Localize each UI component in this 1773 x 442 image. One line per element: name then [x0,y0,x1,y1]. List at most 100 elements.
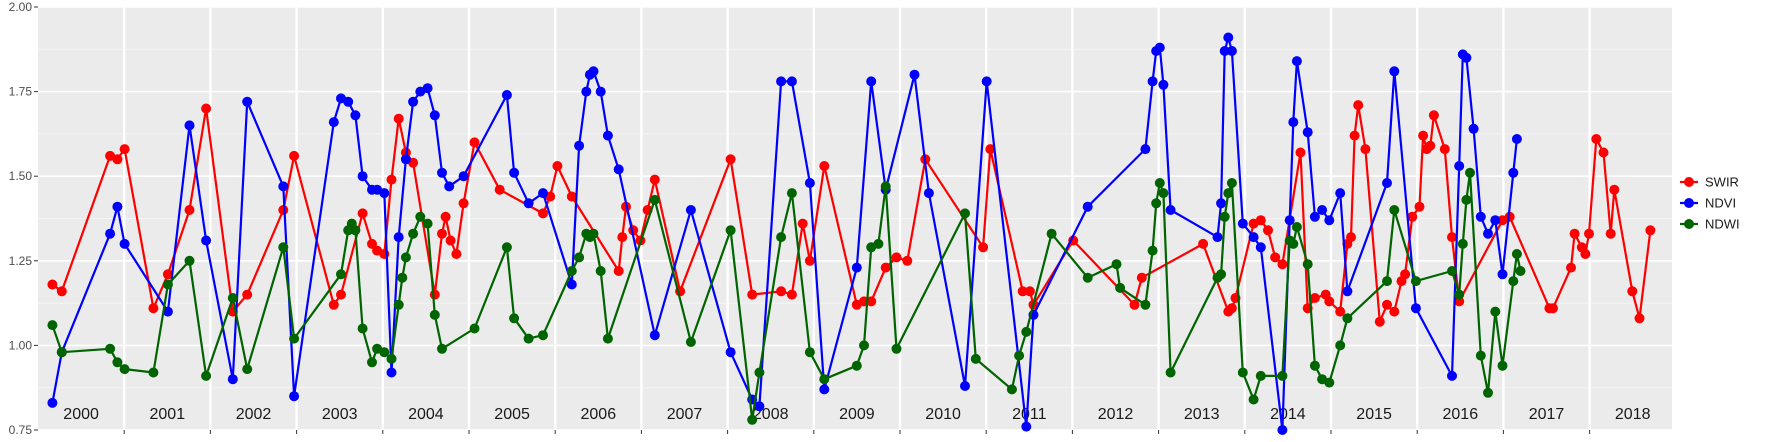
data-point-ndwi [1335,340,1346,351]
y-tick-label: 1.75 [9,85,33,99]
data-point-ndwi [1165,367,1176,378]
data-point-swir [891,252,902,263]
data-point-ndvi [1158,79,1169,90]
data-point-ndwi [1490,306,1501,317]
data-point-swir [386,174,397,185]
data-point-swir [1349,130,1360,141]
data-point-ndvi [289,391,300,402]
data-point-swir [201,103,212,114]
data-point-ndwi [1140,299,1151,310]
data-point-ndvi [501,90,512,100]
data-point-ndwi [1291,222,1302,232]
data-point-ndwi [1046,228,1057,239]
data-point-swir [1353,100,1364,111]
data-point-ndvi [523,198,534,209]
data-point-ndvi [1147,76,1158,87]
data-point-swir [1389,306,1400,317]
data-point-ndvi [595,86,606,97]
data-point-ndwi [1021,326,1032,337]
data-point-swir [1263,225,1273,236]
data-point-ndwi [1389,205,1400,215]
data-point-swir [112,154,123,165]
data-point-swir [1374,316,1385,327]
data-point-ndvi [1497,269,1508,280]
data-point-swir [1309,293,1320,303]
data-point-ndwi [1147,245,1158,256]
data-point-swir [1605,228,1616,239]
data-point-ndwi [851,360,862,371]
data-point-ndvi [1508,167,1519,178]
data-point-swir [289,150,300,161]
data-point-ndvi [444,181,455,192]
data-point-ndvi [422,83,433,94]
data-point-ndvi [227,374,238,385]
data-point-ndvi [1309,211,1320,222]
data-point-ndvi [1248,232,1259,243]
data-point-swir [437,228,447,239]
year-label: 2002 [236,406,272,423]
legend-key-point [1684,177,1694,187]
data-point-ndwi [1497,360,1508,371]
data-point-ndwi [566,266,577,276]
data-point-ndvi [184,120,195,131]
data-point-ndwi [422,218,433,229]
data-point-ndwi [1475,350,1486,361]
y-tick-label: 1.25 [9,254,33,268]
data-point-ndwi [397,272,408,283]
series [47,32,1656,435]
year-label: 2011 [1012,406,1047,423]
data-point-swir [494,184,505,195]
data-point-ndwi [469,323,480,334]
data-point-ndvi [981,76,992,87]
data-point-ndvi [819,384,830,395]
data-point-swir [1414,201,1425,212]
data-point-ndvi [162,306,173,317]
data-point-ndvi [1255,242,1266,253]
series-ndwi [47,167,1526,425]
data-point-swir [1360,144,1371,155]
data-point-ndwi [819,374,830,385]
data-point-swir [1584,228,1594,239]
data-point-ndwi [289,333,300,344]
data-point-swir [649,174,660,185]
year-label: 2001 [150,406,186,423]
data-point-ndwi [538,330,548,341]
y-axis: 0.75 1.00 1.25 1.50 1.75 2.00 [9,0,38,437]
data-point-swir [1428,110,1439,121]
data-point-ndwi [602,333,613,344]
data-point-swir [1335,306,1346,317]
data-point-ndvi [1219,46,1230,56]
data-point-ndwi [776,232,787,243]
data-point-ndwi [1302,259,1313,270]
data-point-ndvi [386,367,397,378]
year-label: 2004 [408,406,444,423]
data-point-ndvi [408,96,419,107]
data-point-ndwi [47,320,58,331]
legend: SWIR NDVI NDWI [1680,175,1740,232]
legend-label: NDWI [1705,217,1740,232]
data-point-swir [162,269,173,280]
data-point-ndwi [119,364,130,375]
data-point-ndwi [1014,350,1025,361]
year-label: 2017 [1529,406,1565,423]
data-point-swir [451,249,462,259]
data-point-ndvi [754,401,765,412]
data-point-ndwi [1465,167,1475,178]
data-point-ndwi [1511,249,1522,259]
data-point-ndwi [162,279,173,290]
data-point-ndwi [804,347,815,358]
data-point-swir [1295,147,1306,158]
data-point-ndwi [960,208,970,219]
data-point-ndvi [1483,228,1493,239]
data-point-ndvi [538,188,548,199]
data-point-ndvi [1317,205,1328,215]
data-point-swir [1017,286,1028,297]
data-point-ndvi [602,130,613,141]
data-point-ndvi [1382,178,1392,188]
legend-item-ndvi: NDVI [1680,196,1736,211]
data-point-swir [1136,272,1147,283]
data-point-ndwi [1457,238,1468,249]
data-point-swir [1645,225,1656,236]
data-point-ndvi [1226,46,1237,56]
